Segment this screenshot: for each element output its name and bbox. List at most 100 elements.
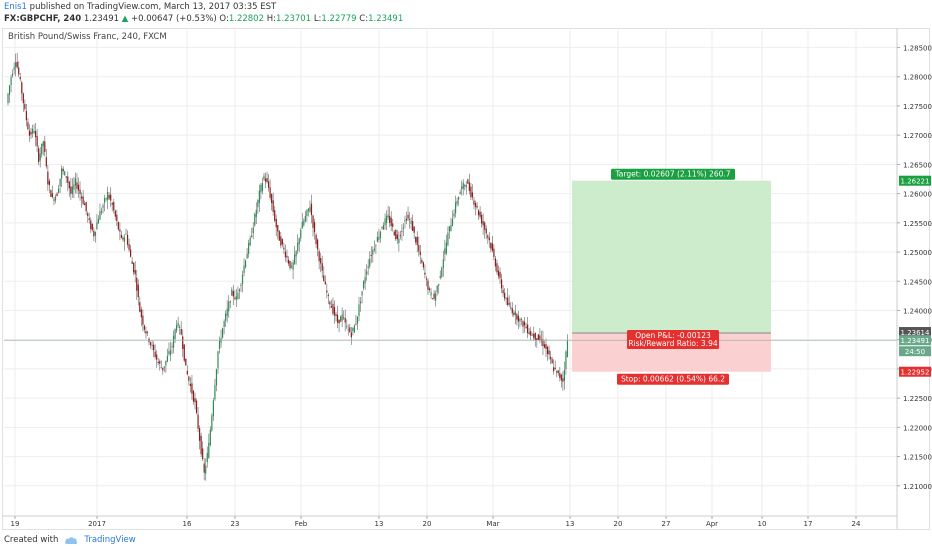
x-tick-label: 20 — [614, 520, 623, 528]
candle-body — [405, 218, 408, 221]
x-tick-label: 17 — [804, 520, 813, 528]
y-tick-label: 1.28500 — [903, 45, 932, 53]
time-axis[interactable]: 19 2017 16 23 Feb 13 20 Mar 13 20 27 Apr 10 17 24 — [2, 515, 897, 528]
svg-text:1.23614: 1.23614 — [901, 329, 930, 337]
y-tick-label: 1.24500 — [903, 278, 932, 286]
candle-body — [65, 176, 67, 178]
high-value: 1.23701 — [275, 14, 312, 24]
candle-body — [533, 333, 535, 338]
y-tick-label: 1.28000 — [903, 74, 932, 82]
chart-frame — [2, 28, 930, 530]
candle-body — [462, 182, 464, 189]
svg-text:Target: 0.02607 (2.11%) 260.7: Target: 0.02607 (2.11%) 260.7 — [614, 170, 730, 179]
candle-body — [327, 295, 329, 296]
candle-body — [33, 131, 35, 133]
candle-body — [496, 263, 498, 273]
svg-text:Stop: 0.00662 (0.54%) 66.2: Stop: 0.00662 (0.54%) 66.2 — [621, 375, 725, 384]
candle-body — [217, 351, 219, 369]
candle-body — [527, 324, 529, 334]
candle-body — [59, 178, 61, 186]
candle-body — [27, 122, 29, 130]
candle-body — [376, 236, 379, 242]
candle-body — [237, 292, 239, 299]
candle-body — [209, 429, 211, 446]
candle-body — [497, 270, 500, 277]
candle-body — [332, 303, 334, 314]
candle-body — [338, 319, 340, 324]
candle-body — [166, 355, 169, 362]
candle-body — [507, 297, 509, 305]
candle-body — [51, 193, 54, 198]
x-tick-label: Apr — [706, 520, 718, 528]
candle-body — [202, 448, 204, 460]
candle-body — [34, 130, 37, 138]
candle-body — [358, 304, 360, 316]
candle-body — [205, 465, 207, 474]
candle-body — [407, 214, 409, 219]
candle-body — [136, 277, 138, 291]
candle-body — [36, 136, 38, 147]
candle-body — [553, 367, 555, 372]
candle-body — [123, 237, 126, 242]
candle-body — [326, 290, 328, 293]
candle-body — [90, 220, 92, 229]
candle-body — [344, 318, 346, 323]
position-overlay: Target: 0.02607 (2.11%) 260.7 Stop: 0.006… — [4, 168, 897, 385]
symbol-label: FX:GBPCHF, 240 — [4, 14, 82, 24]
candle-body — [402, 227, 405, 229]
candle-body — [131, 261, 133, 264]
candle-body — [454, 202, 457, 214]
candle-body — [330, 306, 333, 308]
candle-body — [378, 236, 380, 241]
candle-body — [312, 215, 314, 228]
candle-body — [556, 370, 558, 374]
candle-body — [200, 435, 202, 455]
candle-body — [410, 220, 412, 224]
candle-body — [329, 301, 331, 305]
candle-body — [548, 350, 550, 355]
target-price-badge: 1.26221 — [899, 175, 931, 186]
candle-body — [398, 238, 400, 243]
candle-body — [447, 232, 449, 246]
candle-body — [369, 258, 371, 267]
candle-body — [221, 328, 224, 338]
entry-price-badge: 1.23614 — [899, 327, 931, 338]
candle-body — [145, 331, 147, 334]
author-link[interactable]: Enis1 — [4, 2, 27, 12]
candle-body — [430, 292, 432, 296]
candle-body — [404, 220, 406, 222]
candle-body — [324, 281, 326, 285]
candle-body — [292, 262, 294, 270]
tradingview-brand[interactable]: TradingView — [84, 535, 136, 545]
price-axis[interactable]: 1.28500 1.28000 1.27500 1.27000 1.26500 1.260… — [896, 28, 932, 529]
candle-body — [438, 284, 440, 286]
candle-body — [176, 325, 178, 331]
candle-body — [562, 378, 564, 382]
candle-body — [267, 181, 270, 188]
candle-body — [240, 284, 242, 286]
candle-body — [103, 198, 106, 203]
candle-body — [119, 229, 121, 232]
risk-reward-text: Risk/Reward Ratio: 3.94 — [628, 339, 717, 348]
candle-body — [384, 218, 386, 226]
candle-body — [468, 182, 470, 191]
candle-body — [473, 200, 475, 205]
candle-body — [198, 428, 201, 441]
candle-body — [128, 244, 130, 250]
candle-body — [343, 317, 345, 319]
x-tick-label: Feb — [295, 520, 308, 528]
candle-body — [45, 157, 47, 167]
candle-body — [125, 233, 127, 235]
candle-body — [229, 301, 231, 303]
candle-body — [367, 266, 369, 268]
candle-body — [525, 326, 527, 329]
candle-body — [442, 259, 444, 268]
candle-body — [248, 243, 250, 254]
candle-body — [554, 367, 556, 369]
candle-body — [107, 192, 109, 201]
candle-body — [171, 346, 173, 347]
candle-body — [450, 225, 452, 231]
candle-body — [298, 238, 300, 245]
candle-body — [8, 85, 11, 95]
